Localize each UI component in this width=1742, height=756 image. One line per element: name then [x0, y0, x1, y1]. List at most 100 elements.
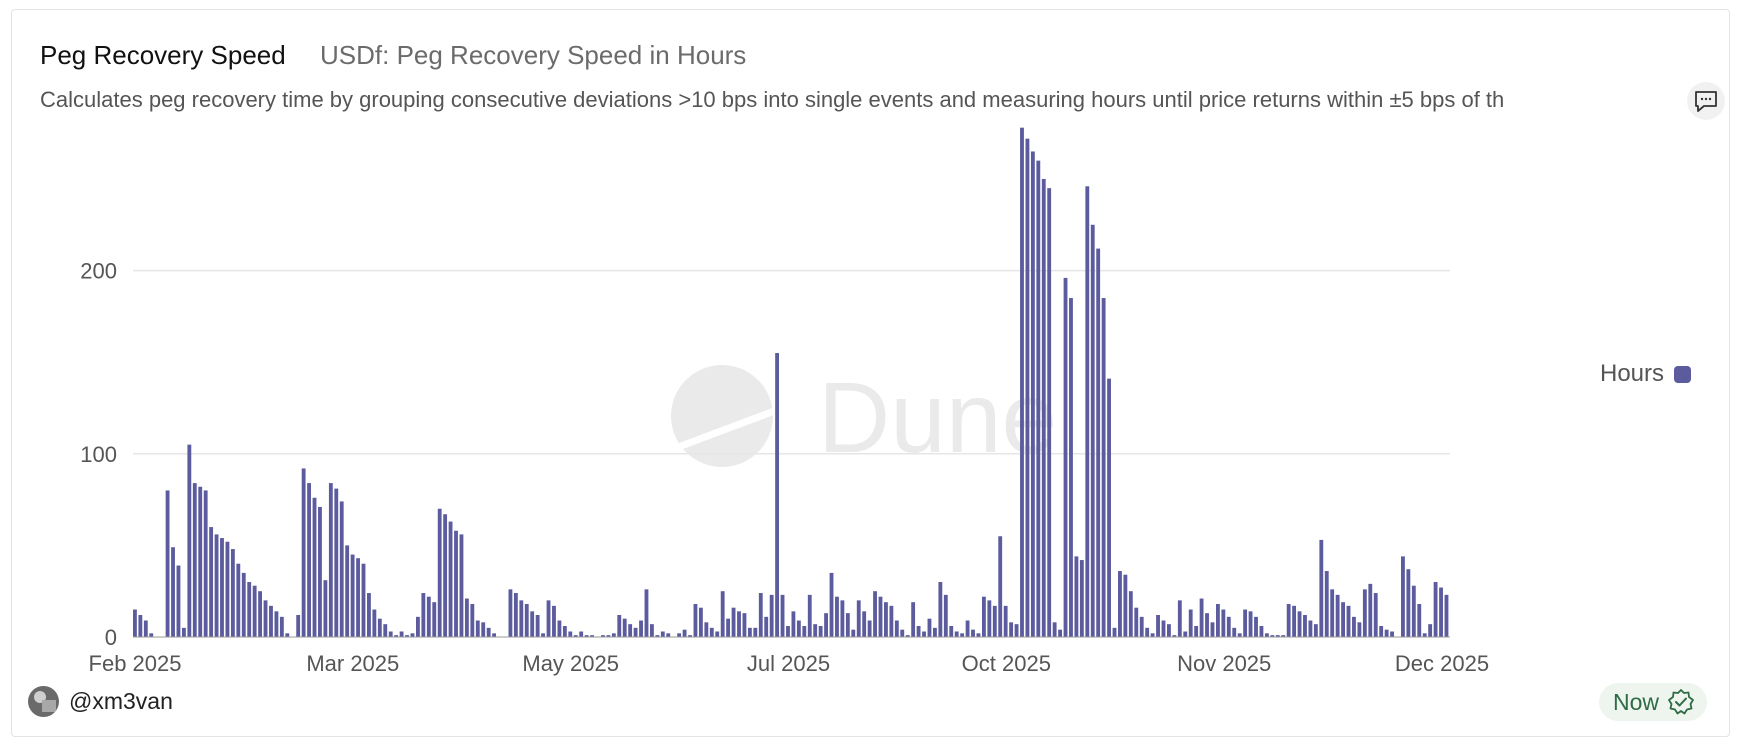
bar[interactable] — [562, 626, 567, 637]
bar[interactable] — [1286, 604, 1291, 637]
bar[interactable] — [192, 483, 197, 637]
bar[interactable] — [726, 618, 731, 637]
bar[interactable] — [791, 611, 796, 637]
bar[interactable] — [862, 611, 867, 637]
bar[interactable] — [1167, 624, 1171, 637]
bar[interactable] — [459, 534, 464, 637]
bar[interactable] — [1205, 613, 1209, 637]
bar[interactable] — [682, 629, 687, 637]
bar[interactable] — [1259, 626, 1264, 637]
bar[interactable] — [954, 631, 959, 638]
bar[interactable] — [486, 627, 491, 637]
bar[interactable] — [181, 627, 186, 637]
bar[interactable] — [285, 633, 290, 637]
bar[interactable] — [813, 624, 818, 637]
bar[interactable] — [394, 635, 399, 637]
bar[interactable] — [464, 598, 469, 637]
bar[interactable] — [998, 536, 1003, 637]
bar[interactable] — [807, 594, 812, 637]
bar[interactable] — [1444, 594, 1449, 637]
bar[interactable] — [133, 609, 137, 637]
bar[interactable] — [345, 545, 350, 637]
bar[interactable] — [1014, 624, 1019, 637]
bar[interactable] — [1264, 633, 1269, 637]
bar[interactable] — [274, 611, 279, 637]
bar[interactable] — [149, 633, 154, 637]
comment-button[interactable] — [1687, 82, 1725, 120]
bar[interactable] — [1128, 591, 1133, 637]
bar[interactable] — [617, 615, 622, 637]
bar[interactable] — [1281, 635, 1286, 637]
bar[interactable] — [236, 563, 241, 637]
bar[interactable] — [1047, 188, 1052, 638]
bar[interactable] — [475, 620, 480, 637]
bar[interactable] — [318, 506, 322, 637]
bar[interactable] — [873, 591, 877, 637]
bar[interactable] — [481, 622, 486, 637]
bar[interactable] — [1368, 583, 1373, 637]
bar[interactable] — [688, 635, 692, 637]
bar[interactable] — [1428, 624, 1433, 637]
bar[interactable] — [992, 605, 997, 637]
bar[interactable] — [1020, 127, 1024, 637]
bar[interactable] — [1069, 298, 1073, 637]
bar[interactable] — [660, 631, 665, 638]
bar[interactable] — [1199, 598, 1204, 637]
bar[interactable] — [938, 582, 943, 637]
bar[interactable] — [1433, 582, 1438, 637]
bar[interactable] — [666, 633, 671, 637]
bar[interactable] — [786, 626, 790, 637]
bar[interactable] — [1194, 626, 1199, 637]
bar[interactable] — [1248, 611, 1253, 637]
bar[interactable] — [704, 622, 709, 637]
bar[interactable] — [960, 633, 965, 637]
bar[interactable] — [976, 633, 981, 637]
bar[interactable] — [655, 635, 660, 637]
bar[interactable] — [775, 353, 780, 637]
bar[interactable] — [878, 596, 883, 637]
bar[interactable] — [492, 633, 497, 637]
bar[interactable] — [981, 596, 986, 637]
bar[interactable] — [916, 626, 921, 637]
bar[interactable] — [1150, 633, 1155, 637]
bar[interactable] — [650, 624, 654, 637]
bar[interactable] — [1041, 178, 1046, 637]
bar[interactable] — [530, 611, 535, 637]
bar[interactable] — [312, 497, 317, 637]
bar[interactable] — [737, 611, 741, 637]
bar[interactable] — [693, 604, 698, 637]
bar[interactable] — [1036, 160, 1041, 637]
bar[interactable] — [1134, 607, 1139, 637]
bar[interactable] — [579, 631, 584, 638]
bar[interactable] — [1308, 620, 1313, 637]
bar[interactable] — [198, 486, 203, 637]
bar[interactable] — [742, 613, 747, 637]
bar[interactable] — [715, 631, 720, 638]
bar[interactable] — [1384, 629, 1389, 637]
bar[interactable] — [965, 620, 970, 637]
bar[interactable] — [454, 530, 458, 637]
bar[interactable] — [214, 534, 219, 637]
bar[interactable] — [796, 620, 801, 637]
bar[interactable] — [1313, 624, 1318, 637]
bar[interactable] — [323, 580, 328, 637]
bar[interactable] — [1123, 574, 1128, 637]
bar[interactable] — [405, 635, 409, 637]
bar[interactable] — [1330, 589, 1335, 637]
bar[interactable] — [296, 615, 301, 637]
bar[interactable] — [1390, 631, 1394, 638]
bar[interactable] — [758, 593, 763, 637]
bar[interactable] — [1303, 615, 1307, 637]
bar[interactable] — [709, 627, 714, 637]
bar[interactable] — [432, 602, 437, 637]
bar[interactable] — [1373, 593, 1378, 637]
bar[interactable] — [372, 609, 377, 637]
bar[interactable] — [1079, 560, 1084, 637]
bar[interactable] — [328, 483, 333, 637]
bar[interactable] — [1319, 539, 1324, 637]
bar[interactable] — [230, 549, 235, 637]
bar[interactable] — [519, 600, 524, 637]
bar[interactable] — [720, 591, 725, 637]
bar[interactable] — [1063, 277, 1068, 637]
bar[interactable] — [731, 607, 736, 637]
